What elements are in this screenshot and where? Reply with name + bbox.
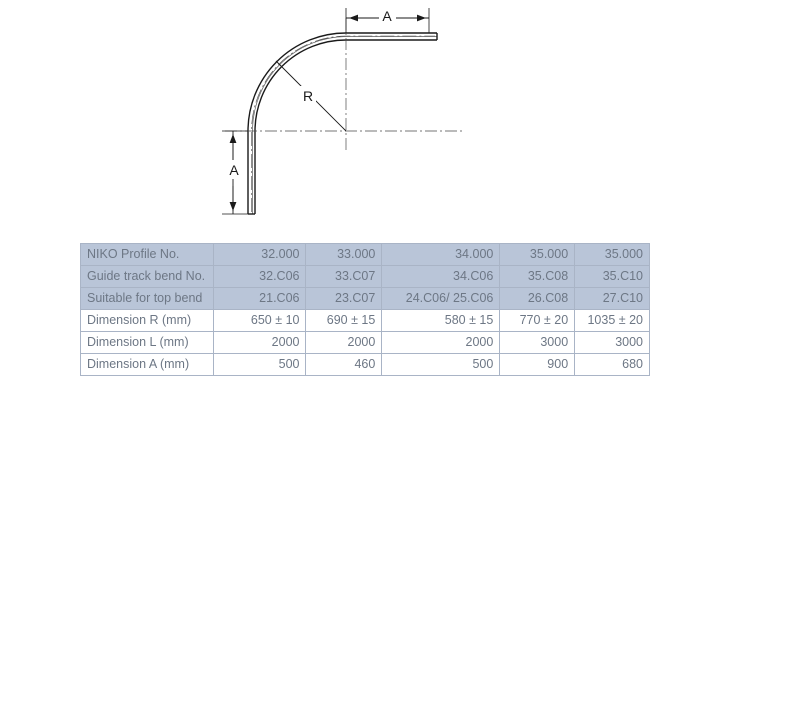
table-cell: 32.C06 xyxy=(212,265,307,288)
table-cell: 580 ± 15 xyxy=(381,309,501,332)
track-outer-edge xyxy=(247,32,437,214)
dim-a-v-label: A xyxy=(229,162,239,178)
radius-label-backing xyxy=(300,86,316,105)
track-profile xyxy=(247,32,438,215)
construction-centerlines xyxy=(225,18,462,150)
table-cell: 33.C07 xyxy=(305,265,383,288)
table-cell: 2000 xyxy=(381,331,501,354)
bend-drawing-svg: R A A xyxy=(222,7,462,215)
table-cell: 3000 xyxy=(574,331,650,354)
table-cell: 770 ± 20 xyxy=(499,309,576,332)
dim-a-h-label-backing xyxy=(379,7,396,24)
horizontal-dimension-a: A xyxy=(345,7,430,33)
table-cell: 3000 xyxy=(499,331,576,354)
table-cell: 650 ± 10 xyxy=(212,309,307,332)
table-row: Guide track bend No. 32.C06 33.C07 34.C06 35… xyxy=(80,265,650,288)
table-cell: 33.000 xyxy=(305,243,383,266)
track-centerline xyxy=(251,35,435,212)
table-cell: 23.C07 xyxy=(305,287,383,310)
table-row: Dimension R (mm) 650 ± 10 690 ± 15 580 ± 15… xyxy=(80,309,650,332)
table-cell: 690 ± 15 xyxy=(305,309,383,332)
table-cell: 34.C06 xyxy=(381,265,501,288)
table-cell: 24.C06/ 25.C06 xyxy=(381,287,501,310)
row-label: Guide track bend No. xyxy=(80,265,214,288)
table-cell: 35.C08 xyxy=(499,265,576,288)
radius-label: R xyxy=(303,88,313,104)
dim-a-h-label: A xyxy=(382,8,392,24)
table-cell: 27.C10 xyxy=(574,287,650,310)
row-label: Dimension A (mm) xyxy=(80,353,214,376)
table-row: Dimension L (mm) 2000 2000 2000 3000 3000 xyxy=(80,331,650,354)
table-row: Suitable for top bend 21.C06 23.C07 24.C06/… xyxy=(80,287,650,310)
table-cell: 26.C08 xyxy=(499,287,576,310)
table-cell: 900 xyxy=(499,353,576,376)
table-cell: 34.000 xyxy=(381,243,501,266)
row-label: Dimension L (mm) xyxy=(80,331,214,354)
radius-dimension: R xyxy=(275,60,347,132)
table-cell: 500 xyxy=(381,353,501,376)
vertical-dimension-a: A xyxy=(222,130,248,215)
specification-table: NIKO Profile No. 32.000 33.000 34.000 35.000… xyxy=(80,243,650,376)
table-cell: 2000 xyxy=(305,331,383,354)
dim-a-v-label-backing xyxy=(225,160,242,179)
technical-drawing: R A A xyxy=(0,0,800,232)
row-label: Dimension R (mm) xyxy=(80,309,214,332)
table-cell: 32.000 xyxy=(212,243,307,266)
row-label: NIKO Profile No. xyxy=(80,243,214,266)
table-cell: 35.000 xyxy=(499,243,576,266)
table-row: Dimension A (mm) 500 460 500 900 680 xyxy=(80,353,650,376)
table-cell: 1035 ± 20 xyxy=(574,309,650,332)
table-row: NIKO Profile No. 32.000 33.000 34.000 35.000… xyxy=(80,243,650,266)
table-cell: 35.C10 xyxy=(574,265,650,288)
table-cell: 35.000 xyxy=(574,243,650,266)
table-cell: 2000 xyxy=(212,331,307,354)
specification-table-container: NIKO Profile No. 32.000 33.000 34.000 35.000… xyxy=(80,243,650,376)
table-cell: 500 xyxy=(212,353,307,376)
table-cell: 21.C06 xyxy=(212,287,307,310)
table-cell: 680 xyxy=(574,353,650,376)
table-cell: 460 xyxy=(305,353,383,376)
row-label: Suitable for top bend xyxy=(80,287,214,310)
